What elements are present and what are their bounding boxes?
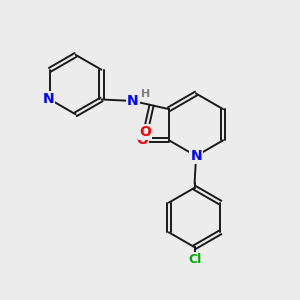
Text: O: O (136, 133, 148, 147)
Text: N: N (127, 94, 139, 108)
Text: H: H (140, 88, 150, 98)
Text: Cl: Cl (188, 253, 201, 266)
Text: O: O (139, 125, 151, 139)
Text: N: N (190, 149, 202, 163)
Text: N: N (43, 92, 54, 106)
